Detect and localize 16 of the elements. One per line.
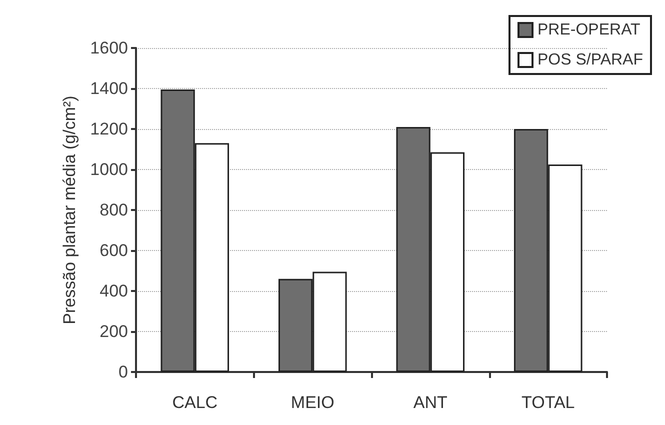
y-tick-label: 1000	[90, 160, 128, 179]
y-tick-label: 400	[100, 282, 128, 300]
legend-label: PRE-OPERAT	[537, 22, 641, 38]
x-tick-label: TOTAL	[522, 393, 575, 412]
y-axis-title: Pressão plantar média (g/cm²)	[60, 96, 79, 324]
legend-label: POS S/PARAF	[537, 52, 644, 68]
y-tick-label: 0	[118, 362, 128, 382]
x-tick-label: ANT	[413, 393, 448, 412]
y-tick-label: 1600	[90, 38, 128, 58]
y-tick-label: 200	[100, 322, 128, 341]
y-tick-label: 1200	[90, 120, 128, 138]
x-tick-label: MEIO	[290, 393, 334, 412]
x-tick-label: CALC	[172, 393, 218, 412]
y-tick-label: 1400	[90, 79, 128, 98]
y-tick-label: 600	[100, 241, 128, 260]
y-tick-label: 800	[100, 200, 128, 220]
